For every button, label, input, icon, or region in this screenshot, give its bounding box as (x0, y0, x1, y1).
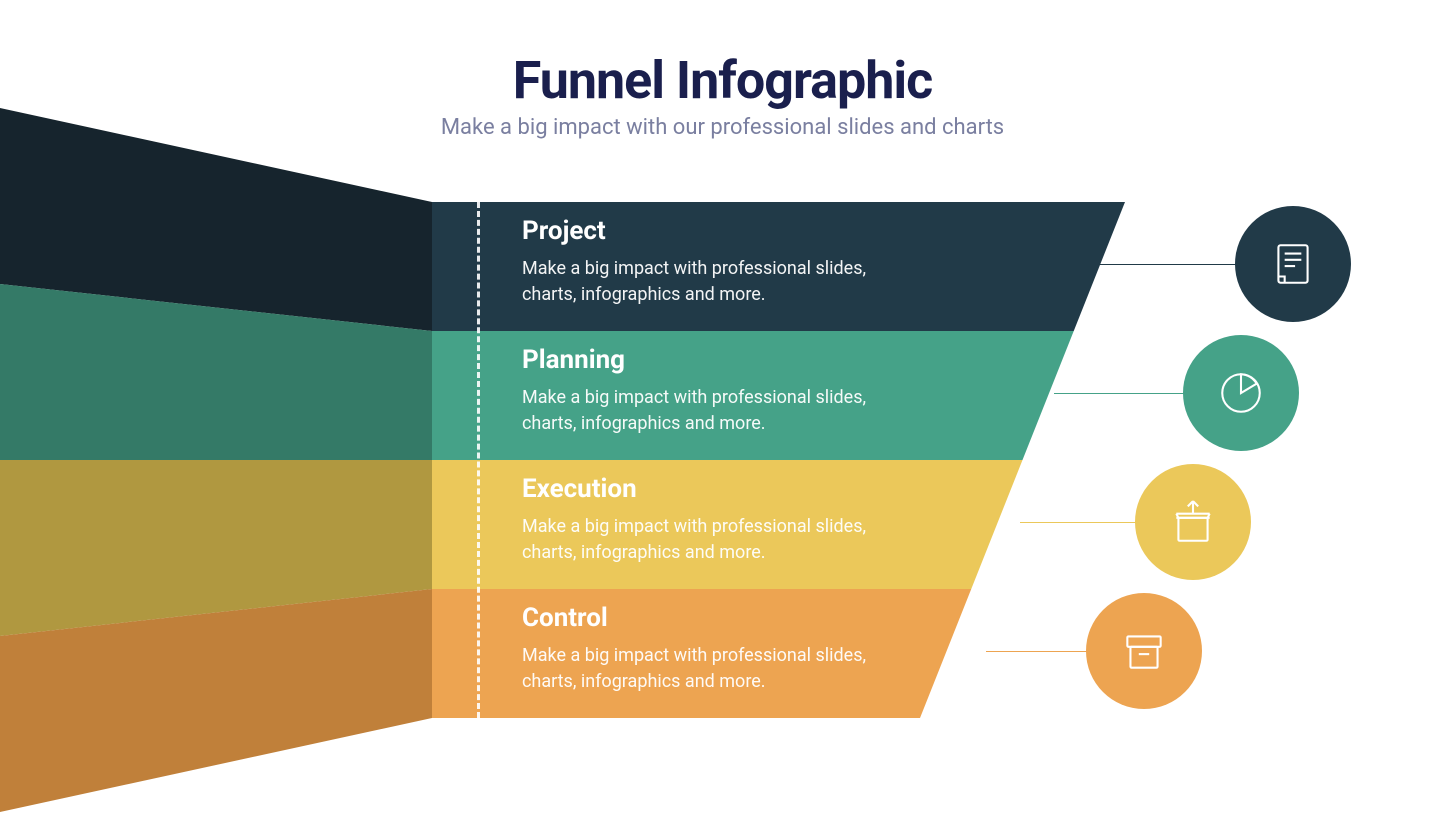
fold-dashed-line (477, 202, 480, 718)
connector-line (986, 651, 1096, 652)
funnel-left-segment (0, 0, 432, 814)
stage-title: Control (522, 603, 882, 633)
archive-icon (1086, 593, 1202, 709)
stage-desc: Make a big impact with professional slid… (522, 643, 882, 695)
funnel-stage-text: Control Make a big impact with profession… (522, 603, 882, 695)
